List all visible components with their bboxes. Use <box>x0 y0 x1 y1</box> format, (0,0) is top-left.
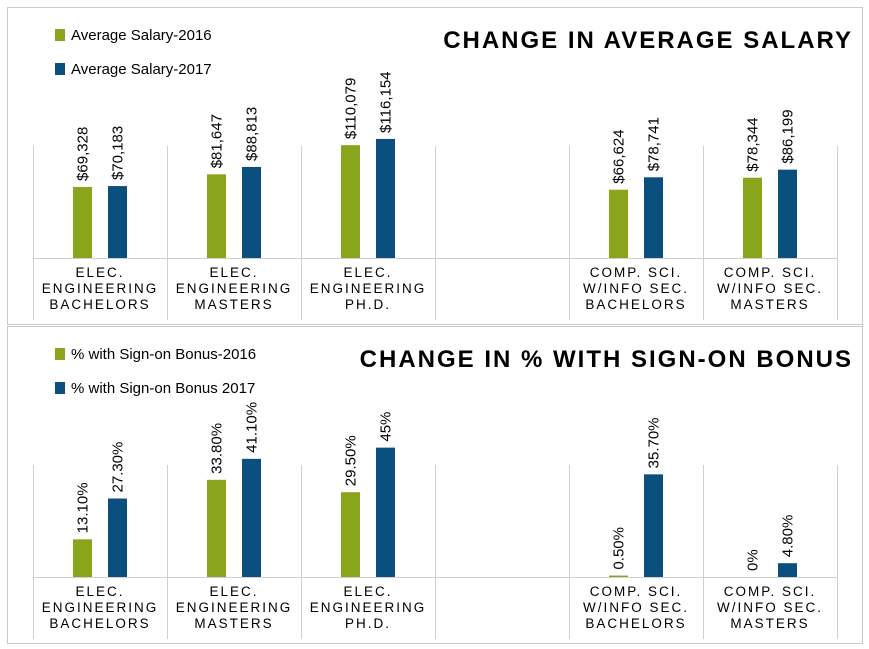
data-label: $69,328 <box>75 127 92 181</box>
legend-swatch <box>55 348 65 360</box>
data-label: $78,741 <box>646 117 663 171</box>
category-label: MASTERS <box>194 297 273 312</box>
category-label: ELEC. <box>75 584 124 599</box>
category-label: ELEC. <box>75 265 124 280</box>
salary-chart-panel: CHANGE IN AVERAGE SALARY Average Salary-2… <box>7 7 863 325</box>
category-label: PH.D. <box>345 297 391 312</box>
chart-title: CHANGE IN AVERAGE SALARY <box>443 27 853 54</box>
bar <box>778 563 797 577</box>
category-label: ELEC. <box>343 584 392 599</box>
data-label: $81,647 <box>209 114 226 168</box>
data-label: 29.50% <box>343 435 360 486</box>
category-label: ENGINEERING <box>42 281 159 296</box>
category-label: MASTERS <box>730 616 809 631</box>
bonus-chart-panel: CHANGE IN % WITH SIGN-ON BONUS % with Sig… <box>7 326 863 644</box>
data-label: $86,199 <box>780 109 797 163</box>
data-label: $110,079 <box>343 78 360 139</box>
bar <box>341 145 360 258</box>
legend-swatch <box>55 29 65 41</box>
bar <box>376 138 395 258</box>
chart-title: CHANGE IN % WITH SIGN-ON BONUS <box>360 346 853 373</box>
category-label: ELEC. <box>209 584 258 599</box>
bar <box>644 177 663 258</box>
category-label: BACHELORS <box>585 616 686 631</box>
bar <box>242 166 261 258</box>
bar <box>376 447 395 577</box>
data-label: 27.30% <box>110 442 127 493</box>
bar <box>743 177 762 258</box>
bar <box>644 474 663 577</box>
salary-chart: CHANGE IN AVERAGE SALARY Average Salary-2… <box>33 27 853 320</box>
bar <box>108 186 127 258</box>
bonus-chart: CHANGE IN % WITH SIGN-ON BONUS % with Sig… <box>33 346 853 639</box>
bar <box>609 189 628 258</box>
category-label: COMP. SCI. <box>724 265 817 280</box>
legend-label: % with Sign-on Bonus-2016 <box>71 346 256 363</box>
category-label: BACHELORS <box>585 297 686 312</box>
data-label: 35.70% <box>646 417 663 468</box>
category-label: ENGINEERING <box>310 600 427 615</box>
data-label: 13.10% <box>75 482 92 533</box>
category-label: COMP. SCI. <box>590 584 683 599</box>
data-label: 0.50% <box>611 527 628 570</box>
legend-swatch <box>55 63 65 75</box>
data-label: $88,813 <box>244 107 261 161</box>
bar <box>207 479 226 577</box>
data-label: 45% <box>378 412 395 442</box>
bar <box>778 169 797 258</box>
category-label: W/INFO SEC. <box>583 281 689 296</box>
data-label: $66,624 <box>611 129 628 183</box>
category-label: ENGINEERING <box>310 281 427 296</box>
category-label: ELEC. <box>209 265 258 280</box>
bar <box>242 458 261 577</box>
bar <box>341 492 360 577</box>
category-label: BACHELORS <box>49 616 150 631</box>
category-label: ENGINEERING <box>42 600 159 615</box>
data-label: 0% <box>745 549 762 571</box>
legend-swatch <box>55 382 65 394</box>
data-label: $78,344 <box>745 117 762 171</box>
data-label: 4.80% <box>780 515 797 558</box>
category-label: PH.D. <box>345 616 391 631</box>
legend-label: Average Salary-2017 <box>71 61 212 78</box>
data-label: 41.10% <box>244 402 261 453</box>
data-label: $116,154 <box>378 71 395 132</box>
category-label: W/INFO SEC. <box>717 281 823 296</box>
data-label: $70,183 <box>110 126 127 180</box>
bar <box>108 498 127 577</box>
category-label: MASTERS <box>194 616 273 631</box>
bar <box>609 575 628 577</box>
legend-label: % with Sign-on Bonus 2017 <box>71 380 255 397</box>
bar <box>73 186 92 258</box>
category-label: ELEC. <box>343 265 392 280</box>
data-label: 33.80% <box>209 423 226 474</box>
category-label: COMP. SCI. <box>724 584 817 599</box>
category-label: ENGINEERING <box>176 600 293 615</box>
category-label: BACHELORS <box>49 297 150 312</box>
category-label: ENGINEERING <box>176 281 293 296</box>
category-label: COMP. SCI. <box>590 265 683 280</box>
category-label: W/INFO SEC. <box>717 600 823 615</box>
legend-label: Average Salary-2016 <box>71 27 212 44</box>
category-label: W/INFO SEC. <box>583 600 689 615</box>
category-label: MASTERS <box>730 297 809 312</box>
bar <box>207 174 226 258</box>
bar <box>73 539 92 577</box>
